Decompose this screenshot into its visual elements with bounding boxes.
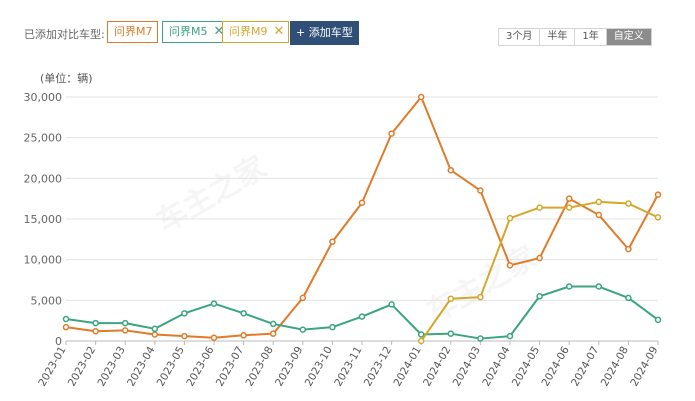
data-point [565,195,573,202]
model-chip-m7[interactable]: 问界M7 [107,21,158,43]
series-line [65,96,659,339]
data-point [625,200,632,207]
data-point [388,130,395,137]
x-tick-label: 2024-02 [421,345,453,389]
x-tick-label: 2023-03 [95,345,127,389]
data-point [358,313,366,320]
x-tick-label: 2023-01 [36,345,68,389]
x-tick-label: 2023-05 [155,345,187,389]
x-tick-label: 2023-12 [362,345,394,389]
x-tick-label: 2024-03 [451,345,483,389]
data-point [536,204,543,211]
data-point [210,300,218,307]
data-point [299,294,307,302]
data-point [654,191,662,198]
data-point [536,254,543,262]
y-axis-unit-label: (单位：辆) [40,72,93,85]
data-point [447,166,455,174]
x-tick-label: 2023-04 [125,344,157,388]
data-point [92,327,99,335]
y-tick-label: 15,000 [24,213,63,226]
x-tick-label: 2023-09 [273,345,305,389]
y-tick-label: 0 [55,335,62,348]
data-point [625,245,632,253]
x-tick-label: 2023-11 [332,345,364,389]
x-tick-label: 2024-09 [628,345,660,389]
y-tick-label: 30,000 [24,91,63,104]
x-tick-label: 2023-07 [214,345,246,389]
data-point [417,337,425,345]
data-point [299,326,307,333]
data-point [151,325,159,333]
data-point [595,198,603,206]
data-point [121,327,129,334]
data-point [595,211,603,219]
model-chip-label: 问界M7 [114,25,153,38]
y-tick-label: 20,000 [24,172,63,185]
x-tick-label: 2024-01 [391,345,423,389]
x-tick-label: 2023-02 [66,345,98,389]
data-point [477,293,484,301]
data-point [477,187,484,194]
data-point [269,320,277,328]
close-icon[interactable]: ✕ [273,24,285,39]
data-point [181,310,188,317]
data-point [417,331,425,338]
y-tick-label: 5,000 [31,294,63,307]
data-point [595,283,603,290]
x-tick-label: 2024-06 [539,344,571,388]
range-half-year[interactable]: 半年 [540,29,576,45]
data-point [654,316,662,324]
x-tick-label: 2024-07 [569,345,601,389]
data-point [506,262,514,269]
data-point [181,332,188,340]
data-point [625,294,632,302]
model-chip-m9[interactable]: 问界M9 ✕ [222,21,290,43]
data-point [329,238,336,246]
range-1-year[interactable]: 1年 [575,29,607,45]
range-custom[interactable]: 自定义 [606,29,651,45]
data-point [654,214,662,221]
data-point [210,334,218,341]
data-point [358,199,366,206]
close-icon[interactable]: ✕ [213,24,225,39]
toolbar: 已添加对比车型: 问界M7 问界M5 ✕ 问界M9 ✕ + 添加车型 3个月 半年 … [0,0,695,46]
x-tick-label: 2023-06 [184,344,216,388]
data-point [417,93,425,101]
data-point [388,301,395,308]
x-tick-label: 2024-04 [480,344,512,388]
time-range-selector: 3个月 半年 1年 自定义 [498,28,652,46]
data-point [447,330,455,337]
data-point [151,331,159,338]
data-point [62,323,70,331]
x-tick-label: 2023-08 [243,345,275,389]
data-point [477,335,484,342]
data-point [240,332,247,339]
data-point [506,332,514,340]
x-tick-label: 2024-08 [599,345,631,389]
model-chip-label: 问界M9 [229,25,268,38]
data-point [565,283,573,290]
y-tick-label: 25,000 [24,132,63,145]
y-tick-label: 10,000 [24,254,63,267]
data-point [240,310,247,317]
x-tick-label: 2024-05 [510,345,542,389]
data-point [121,319,129,327]
data-point [506,214,514,222]
x-tick-label: 2023-10 [303,345,335,389]
series-line [420,200,659,342]
data-point [565,204,573,211]
data-point [329,323,336,331]
range-3-months[interactable]: 3个月 [499,29,541,45]
data-point [92,319,99,327]
data-point [269,330,277,337]
added-models-label: 已添加对比车型: [24,28,105,41]
data-point [536,293,543,300]
data-point [447,295,455,302]
model-chip-m5[interactable]: 问界M5 ✕ [162,21,230,43]
add-model-button[interactable]: + 添加车型 [290,21,359,45]
model-chip-label: 问界M5 [169,25,208,38]
data-point [62,315,70,323]
